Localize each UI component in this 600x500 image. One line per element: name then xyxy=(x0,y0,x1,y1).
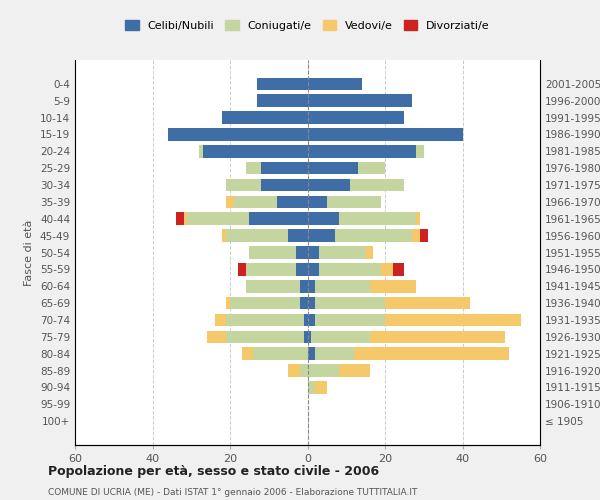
Bar xyxy=(226,178,261,192)
Bar xyxy=(296,263,308,276)
Bar xyxy=(315,297,385,310)
Bar xyxy=(304,330,308,343)
Bar xyxy=(315,381,327,394)
Bar xyxy=(245,263,296,276)
Bar xyxy=(381,263,393,276)
Bar xyxy=(327,196,381,208)
Bar xyxy=(207,330,226,343)
Bar xyxy=(308,246,319,259)
Bar xyxy=(176,212,184,225)
Bar xyxy=(187,212,250,225)
Bar xyxy=(230,297,300,310)
Bar xyxy=(370,280,416,292)
Bar xyxy=(226,314,304,326)
Bar xyxy=(315,314,385,326)
Bar xyxy=(308,330,311,343)
Bar xyxy=(308,364,338,377)
Bar xyxy=(245,280,300,292)
Bar xyxy=(250,212,308,225)
Bar xyxy=(308,111,404,124)
Bar xyxy=(226,330,304,343)
Legend: Celibi/Nubili, Coniugati/e, Vedovi/e, Divorziati/e: Celibi/Nubili, Coniugati/e, Vedovi/e, Di… xyxy=(121,16,494,35)
Bar xyxy=(226,297,230,310)
Bar xyxy=(277,196,308,208)
Text: Popolazione per età, sesso e stato civile - 2006: Popolazione per età, sesso e stato civil… xyxy=(48,465,379,478)
Bar xyxy=(308,178,350,192)
Bar xyxy=(308,348,315,360)
Bar xyxy=(358,162,385,174)
Bar xyxy=(385,297,470,310)
Text: COMUNE DI UCRIA (ME) - Dati ISTAT 1° gennaio 2006 - Elaborazione TUTTITALIA.IT: COMUNE DI UCRIA (ME) - Dati ISTAT 1° gen… xyxy=(48,488,418,497)
Bar xyxy=(315,280,370,292)
Bar xyxy=(308,381,315,394)
Bar xyxy=(242,348,253,360)
Bar xyxy=(203,145,308,158)
Bar xyxy=(308,230,335,242)
Bar xyxy=(288,230,308,242)
Bar xyxy=(308,162,358,174)
Bar xyxy=(416,212,420,225)
Bar xyxy=(288,364,300,377)
Bar xyxy=(234,196,277,208)
Bar xyxy=(261,162,308,174)
Bar xyxy=(335,230,412,242)
Bar xyxy=(261,178,308,192)
Bar xyxy=(300,297,308,310)
Bar xyxy=(253,348,308,360)
Bar xyxy=(308,128,463,141)
Bar xyxy=(365,246,373,259)
Bar xyxy=(168,128,308,141)
Bar xyxy=(370,330,505,343)
Bar xyxy=(416,145,424,158)
Bar xyxy=(257,94,308,107)
Bar xyxy=(215,314,226,326)
Bar xyxy=(308,263,319,276)
Bar xyxy=(300,280,308,292)
Bar xyxy=(412,230,420,242)
Bar xyxy=(308,145,416,158)
Bar xyxy=(319,263,381,276)
Bar xyxy=(308,196,327,208)
Bar xyxy=(226,196,234,208)
Bar xyxy=(199,145,203,158)
Bar xyxy=(257,78,308,90)
Bar xyxy=(385,314,521,326)
Bar xyxy=(300,364,308,377)
Bar xyxy=(420,230,428,242)
Bar xyxy=(222,230,226,242)
Bar xyxy=(304,314,308,326)
Bar xyxy=(308,280,315,292)
Bar xyxy=(296,246,308,259)
Bar xyxy=(308,94,412,107)
Bar xyxy=(350,178,404,192)
Bar xyxy=(222,111,308,124)
Bar xyxy=(393,263,404,276)
Bar xyxy=(315,348,354,360)
Bar xyxy=(238,263,245,276)
Bar xyxy=(245,162,261,174)
Bar xyxy=(338,212,416,225)
Bar xyxy=(311,330,370,343)
Bar xyxy=(354,348,509,360)
Bar xyxy=(338,364,370,377)
Bar xyxy=(308,297,315,310)
Bar xyxy=(184,212,187,225)
Y-axis label: Fasce di età: Fasce di età xyxy=(25,220,34,286)
Bar xyxy=(308,212,338,225)
Bar xyxy=(319,246,365,259)
Bar xyxy=(308,78,362,90)
Bar xyxy=(308,314,315,326)
Bar xyxy=(250,246,296,259)
Bar xyxy=(226,230,288,242)
